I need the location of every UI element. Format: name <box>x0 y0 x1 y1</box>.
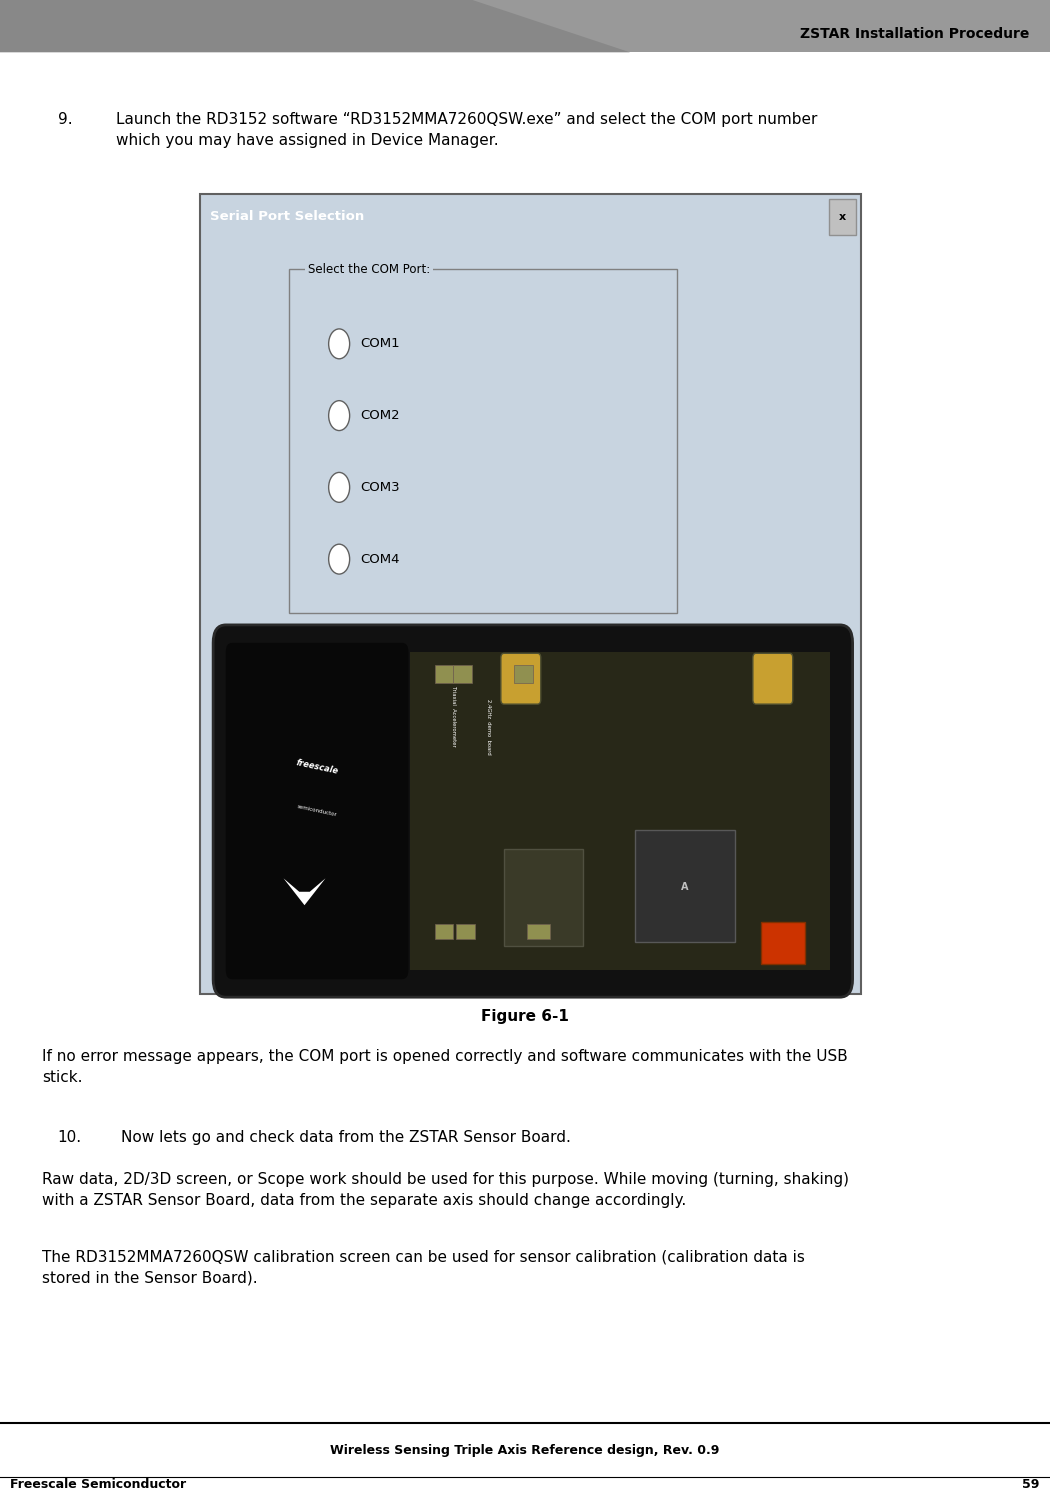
Circle shape <box>329 329 350 359</box>
FancyBboxPatch shape <box>761 922 805 964</box>
Circle shape <box>329 401 350 431</box>
Text: COM3: COM3 <box>360 481 400 493</box>
FancyBboxPatch shape <box>635 830 735 942</box>
Text: ZSTAR Installation Procedure: ZSTAR Installation Procedure <box>800 27 1029 42</box>
Text: COM4: COM4 <box>360 553 400 565</box>
Text: 2.4GHz  demo  board: 2.4GHz demo board <box>486 700 491 755</box>
Text: COM2: COM2 <box>360 410 400 422</box>
Text: semiconductor: semiconductor <box>296 804 338 818</box>
Text: Freescale Semiconductor: Freescale Semiconductor <box>10 1479 187 1491</box>
FancyBboxPatch shape <box>410 652 830 970</box>
Polygon shape <box>0 0 630 52</box>
Text: Now lets go and check data from the ZSTAR Sensor Board.: Now lets go and check data from the ZSTA… <box>121 1130 570 1145</box>
Polygon shape <box>284 879 326 906</box>
FancyBboxPatch shape <box>501 653 541 704</box>
Text: Raw data, 2D/3D screen, or Scope work should be used for this purpose. While mov: Raw data, 2D/3D screen, or Scope work sh… <box>42 1172 849 1208</box>
FancyBboxPatch shape <box>289 269 677 613</box>
FancyBboxPatch shape <box>435 924 454 939</box>
Text: COM1: COM1 <box>360 338 400 350</box>
Text: Select the COM Port:: Select the COM Port: <box>308 263 429 275</box>
FancyBboxPatch shape <box>435 665 454 683</box>
Text: If no error message appears, the COM port is opened correctly and software commu: If no error message appears, the COM por… <box>42 1049 847 1085</box>
Circle shape <box>329 544 350 574</box>
Text: A: A <box>680 882 689 891</box>
Text: Figure 6-1: Figure 6-1 <box>481 1009 569 1024</box>
Text: Serial Port Selection: Serial Port Selection <box>210 211 364 223</box>
Text: Launch the RD3152 software “RD3152MMA7260QSW.exe” and select the COM port number: Launch the RD3152 software “RD3152MMA726… <box>116 112 817 148</box>
FancyBboxPatch shape <box>213 625 853 997</box>
FancyBboxPatch shape <box>527 924 550 939</box>
FancyBboxPatch shape <box>226 643 408 979</box>
FancyBboxPatch shape <box>504 849 583 946</box>
FancyBboxPatch shape <box>753 653 793 704</box>
FancyBboxPatch shape <box>830 199 856 235</box>
Text: 59: 59 <box>1022 1479 1040 1491</box>
Text: x: x <box>839 212 846 221</box>
Text: freescale: freescale <box>295 758 339 776</box>
Text: Triaxial  Accelerometer: Triaxial Accelerometer <box>452 686 457 748</box>
Text: The RD3152MMA7260QSW calibration screen can be used for sensor calibration (cali: The RD3152MMA7260QSW calibration screen … <box>42 1250 805 1286</box>
Text: Wireless Sensing Triple Axis Reference design, Rev. 0.9: Wireless Sensing Triple Axis Reference d… <box>331 1444 719 1456</box>
FancyBboxPatch shape <box>453 665 471 683</box>
Text: 9.: 9. <box>58 112 72 127</box>
Text: 10.: 10. <box>58 1130 82 1145</box>
FancyBboxPatch shape <box>200 194 861 994</box>
FancyBboxPatch shape <box>456 924 475 939</box>
FancyBboxPatch shape <box>514 665 533 683</box>
FancyBboxPatch shape <box>0 0 1050 52</box>
Circle shape <box>329 472 350 502</box>
